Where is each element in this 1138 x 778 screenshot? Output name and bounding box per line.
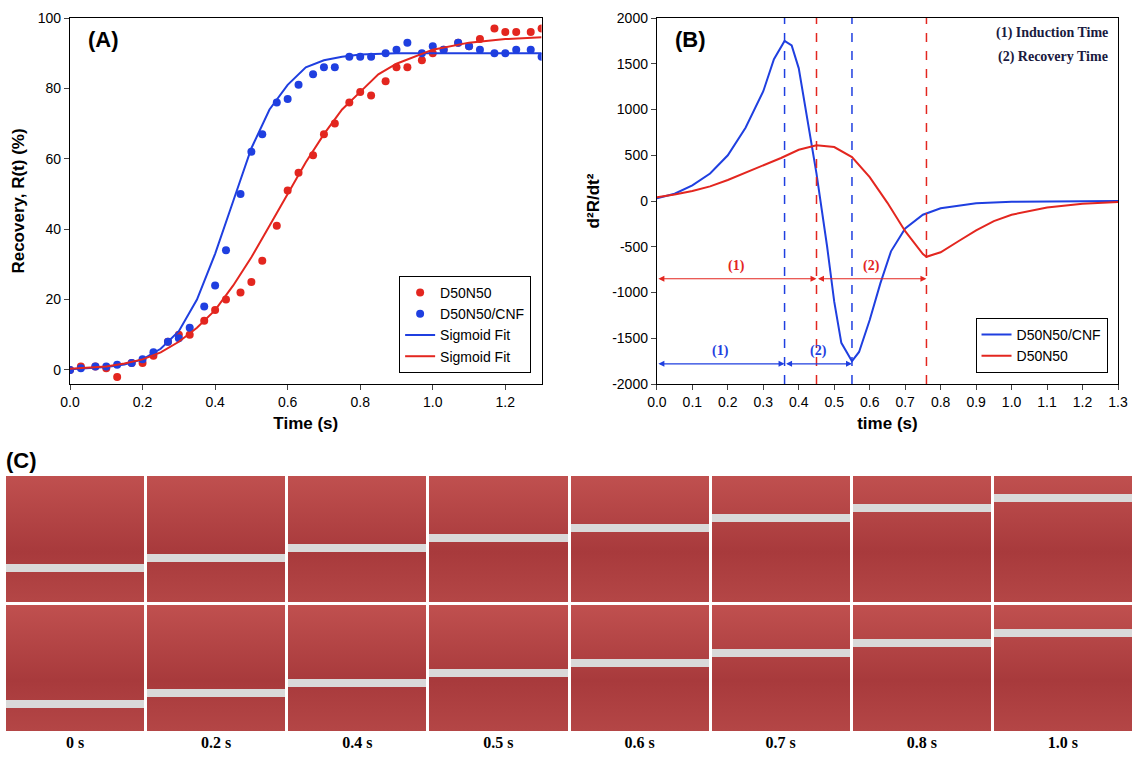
svg-text:0.3: 0.3 <box>754 394 774 410</box>
svg-text:d²R/dt²: d²R/dt² <box>584 173 603 228</box>
svg-text:20: 20 <box>46 291 62 307</box>
svg-text:0: 0 <box>640 193 648 209</box>
svg-text:0.0: 0.0 <box>60 394 80 410</box>
html-text:0.4 s: 0.4 s <box>342 734 373 751</box>
svg-text:2000: 2000 <box>617 10 648 26</box>
svg-text:(2): (2) <box>863 258 880 274</box>
html-text:0.2 s: 0.2 s <box>201 734 232 751</box>
html-text:0.5 s: 0.5 s <box>483 734 514 751</box>
svg-text:-2000: -2000 <box>612 376 648 392</box>
svg-text:(1) Induction Time: (1) Induction Time <box>996 25 1108 41</box>
svg-text:-1000: -1000 <box>612 284 648 300</box>
svg-text:time (s): time (s) <box>857 414 917 433</box>
svg-text:D50N50: D50N50 <box>1017 348 1069 364</box>
svg-text:D50N50: D50N50 <box>440 285 492 301</box>
svg-text:0.9: 0.9 <box>966 394 986 410</box>
svg-text:1.2: 1.2 <box>496 394 516 410</box>
svg-text:0.2: 0.2 <box>133 394 153 410</box>
svg-text:-1500: -1500 <box>612 330 648 346</box>
svg-text:0.5: 0.5 <box>824 394 844 410</box>
html-text:0.7 s: 0.7 s <box>765 734 796 751</box>
svg-text:0.6: 0.6 <box>860 394 880 410</box>
html-text:0.6 s: 0.6 s <box>624 734 655 751</box>
svg-text:1.1: 1.1 <box>1037 394 1057 410</box>
svg-text:Sigmoid Fit: Sigmoid Fit <box>440 327 510 343</box>
html-text:(C): (C) <box>6 448 37 473</box>
svg-text:(1): (1) <box>712 343 729 359</box>
svg-text:1.2: 1.2 <box>1073 394 1093 410</box>
svg-text:0.7: 0.7 <box>895 394 915 410</box>
svg-text:(1): (1) <box>728 258 745 274</box>
svg-text:Time (s): Time (s) <box>273 414 338 433</box>
svg-text:0.2: 0.2 <box>718 394 738 410</box>
svg-text:1.0: 1.0 <box>423 394 443 410</box>
svg-text:(A): (A) <box>88 27 119 52</box>
svg-text:Sigmoid Fit: Sigmoid Fit <box>440 349 510 365</box>
svg-text:(2): (2) <box>810 343 827 359</box>
svg-text:0.4: 0.4 <box>789 394 809 410</box>
svg-text:1500: 1500 <box>617 56 648 72</box>
svg-text:1.0: 1.0 <box>1002 394 1022 410</box>
svg-text:80: 80 <box>46 80 62 96</box>
svg-text:D50N50/CNF: D50N50/CNF <box>1017 327 1101 343</box>
svg-text:1000: 1000 <box>617 101 648 117</box>
html-text:0.8 s: 0.8 s <box>906 734 937 751</box>
svg-text:0.8: 0.8 <box>931 394 951 410</box>
svg-text:60: 60 <box>46 151 62 167</box>
svg-text:1.3: 1.3 <box>1108 394 1128 410</box>
svg-text:0.4: 0.4 <box>205 394 225 410</box>
svg-text:0.1: 0.1 <box>683 394 703 410</box>
svg-text:D50N50/CNF: D50N50/CNF <box>440 306 524 322</box>
svg-text:(B): (B) <box>675 27 706 52</box>
svg-text:100: 100 <box>38 10 62 26</box>
svg-text:0.6: 0.6 <box>278 394 298 410</box>
svg-text:(2) Recovery Time: (2) Recovery Time <box>998 49 1108 65</box>
html-text:1.0 s: 1.0 s <box>1047 734 1078 751</box>
html-text:0 s: 0 s <box>65 734 85 751</box>
svg-text:0: 0 <box>53 362 61 378</box>
svg-text:40: 40 <box>46 221 62 237</box>
svg-text:-500: -500 <box>620 239 648 255</box>
svg-text:0.0: 0.0 <box>647 394 667 410</box>
svg-text:0.8: 0.8 <box>350 394 370 410</box>
svg-text:500: 500 <box>625 147 649 163</box>
svg-text:Recovery, R(t) (%): Recovery, R(t) (%) <box>9 128 28 273</box>
